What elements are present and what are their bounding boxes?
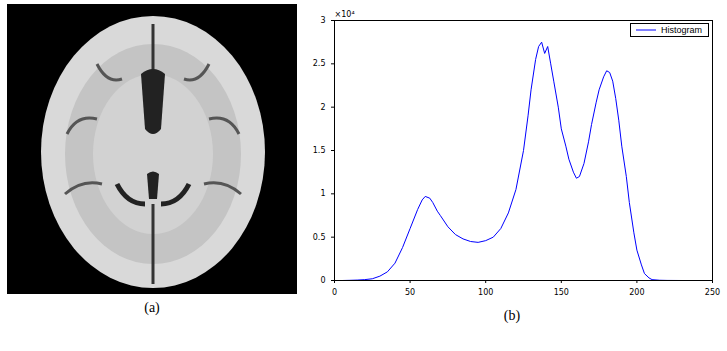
svg-text:2.5: 2.5 xyxy=(313,59,326,68)
svg-text:2: 2 xyxy=(320,103,325,112)
html-text:Histogram: Histogram xyxy=(661,25,702,35)
svg-text:150: 150 xyxy=(554,288,569,297)
svg-text:0: 0 xyxy=(332,288,337,297)
svg-text:1.5: 1.5 xyxy=(313,146,326,155)
html-text:(a): (a) xyxy=(144,300,160,315)
html-text:(b): (b) xyxy=(503,308,521,323)
svg-text:0: 0 xyxy=(320,276,325,285)
svg-text:50: 50 xyxy=(405,288,415,297)
svg-text:0.5: 0.5 xyxy=(313,233,326,242)
svg-text:1: 1 xyxy=(320,189,325,198)
svg-text:100: 100 xyxy=(478,288,493,297)
svg-text:250: 250 xyxy=(705,288,720,297)
svg-text:×10⁴: ×10⁴ xyxy=(335,10,355,19)
svg-text:3: 3 xyxy=(320,16,325,25)
svg-text:200: 200 xyxy=(629,288,644,297)
